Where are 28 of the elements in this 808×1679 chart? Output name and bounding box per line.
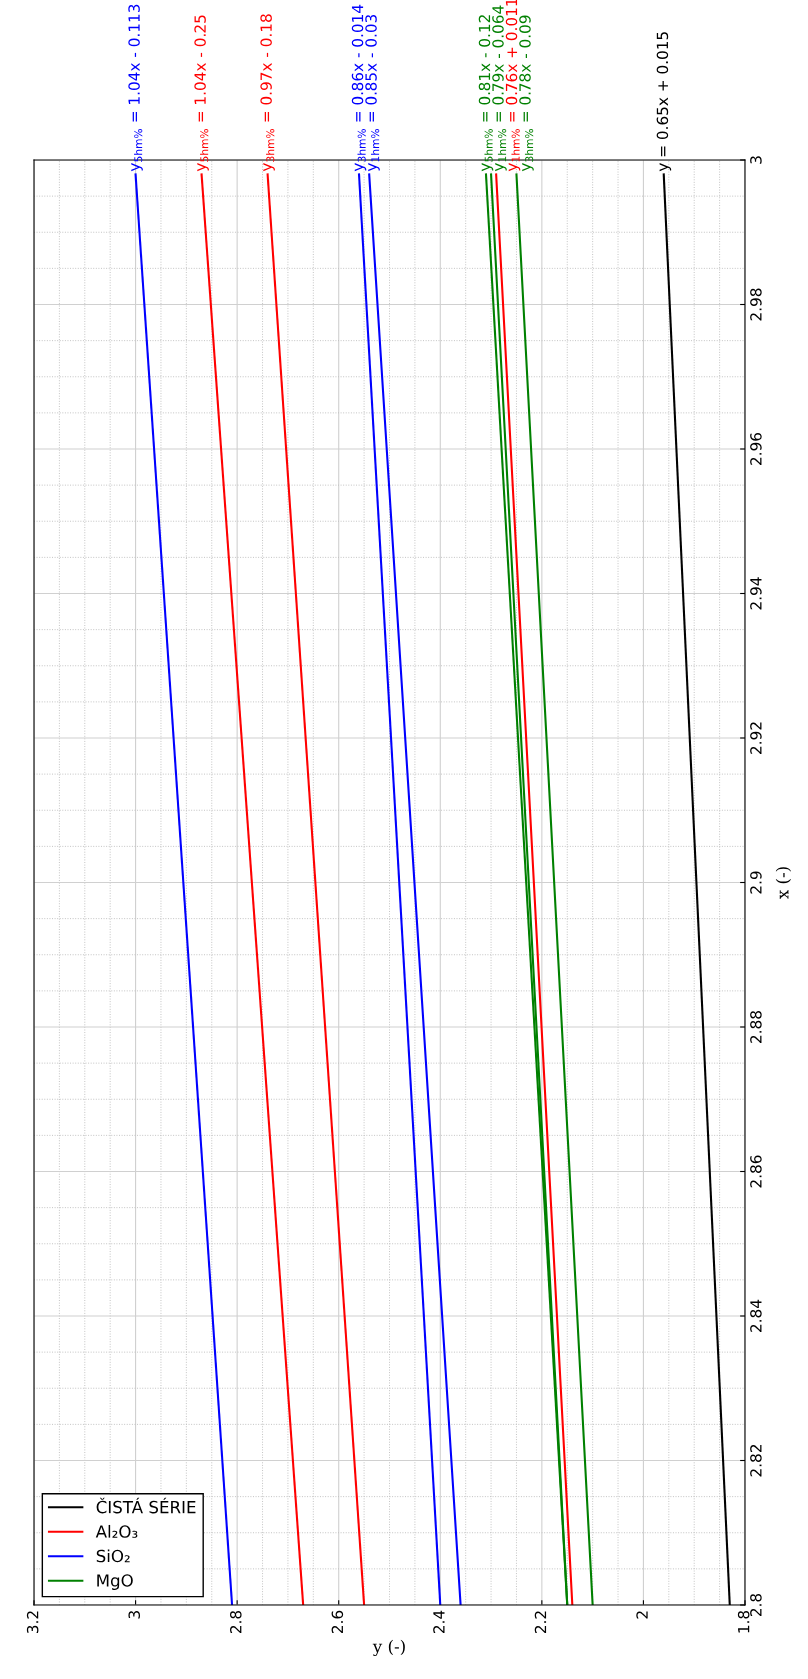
y-tick-label: 2.86: [750, 1155, 762, 1188]
y-tick-label: 3: [750, 156, 762, 164]
x-tick-label: 2.2: [534, 1611, 547, 1634]
y-tick-label: 2.88: [750, 1011, 762, 1043]
y-tick-label: 2.82: [750, 1445, 762, 1477]
x-tick-label: 3: [128, 1611, 140, 1619]
y-axis-title: x (-): [775, 867, 792, 899]
x-tick-label: 3.2: [26, 1611, 39, 1633]
x-axis-title: y (-): [372, 1639, 405, 1657]
legend-label: ČISTÁ SÉRIE: [96, 1497, 196, 1514]
x-tick-label: 2: [636, 1611, 648, 1619]
x-tick-label: 2.6: [331, 1610, 344, 1634]
annotation: y$_{5hm%}$ = 1.04x - 0.25: [194, 15, 209, 172]
annotation: y$_{5hm%}$ = 1.04x - 0.113: [128, 4, 143, 172]
legend-label: SiO₂: [96, 1549, 130, 1563]
y-tick-label: 2.96: [750, 432, 762, 465]
y-tick-label: 2.84: [750, 1299, 762, 1332]
y-tick-label: 2.92: [750, 722, 762, 754]
legend-label: MgO: [97, 1574, 133, 1590]
legend-label: Al₂O₃: [95, 1524, 138, 1538]
y-tick-label: 2.98: [750, 288, 762, 321]
y-tick-label: 2.94: [750, 577, 762, 610]
annotation: y = 0.65x + 0.015: [656, 32, 672, 172]
annotation: y$_{3hm%}$ = 0.97x - 0.18: [260, 14, 275, 172]
x-tick-label: 2.8: [230, 1610, 242, 1634]
y-tick-label: 2.9: [750, 871, 762, 894]
x-tick-label: 1.8: [737, 1610, 750, 1633]
x-tick-label: 2.4: [433, 1610, 445, 1634]
